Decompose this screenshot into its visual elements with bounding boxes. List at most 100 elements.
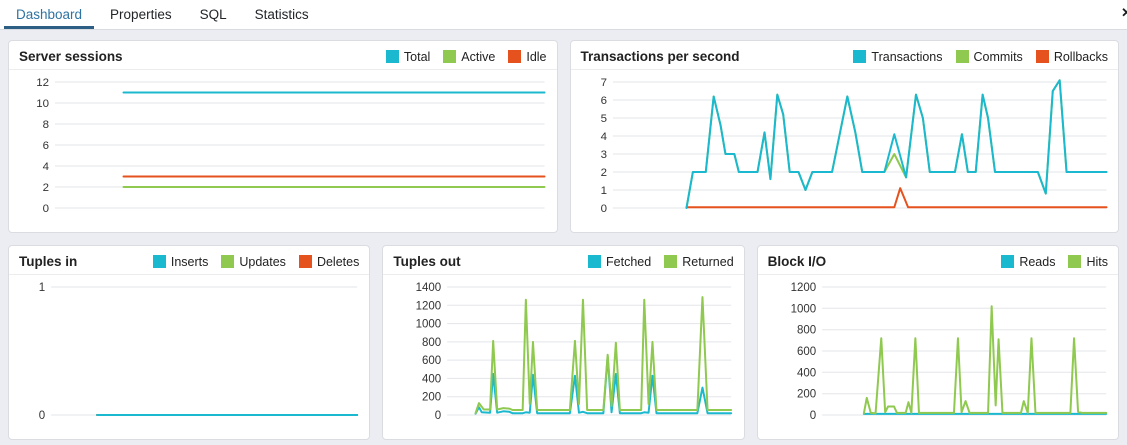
svg-text:1000: 1000 [416,319,442,331]
svg-text:800: 800 [797,325,816,337]
panel-tuples-out: Tuples out Fetched Returned 0 200 400 600 800… [382,245,745,440]
legend-label: Rollbacks [1053,49,1108,64]
svg-text:6: 6 [43,140,49,152]
svg-text:600: 600 [797,346,816,358]
legend-label: Reads [1019,254,1056,269]
panel-header: Block I/O Reads Hits [757,246,1118,275]
legend-swatch [221,255,235,268]
svg-text:12: 12 [36,77,49,89]
legend-swatch [1035,50,1049,63]
legend-item: Reads [1001,255,1055,269]
legend-swatch [588,255,602,268]
svg-text:0: 0 [435,410,441,422]
close-icon[interactable]: ✕ [1121,5,1127,20]
svg-text:1: 1 [39,282,45,294]
svg-text:4: 4 [600,131,607,143]
legend-item: Commits [955,49,1023,64]
legend-item: Fetched [588,255,651,269]
panel-server-sessions: Server sessions Total Active Idle 0 2 4 6 8 10 1… [8,40,558,233]
chart-legend: Transactions Commits Rollbacks [853,50,1108,64]
legend-label: Inserts [170,254,209,269]
svg-text:0: 0 [43,203,49,215]
svg-text:2: 2 [600,167,606,179]
legend-swatch [385,50,399,63]
charts-row-top: Server sessions Total Active Idle 0 2 4 6 8 10 1… [8,40,1119,233]
legend-swatch [152,255,166,268]
panel-title: Tuples out [393,254,461,269]
svg-text:400: 400 [797,367,816,379]
panel-header: Transactions per second Transactions Comm… [570,41,1118,70]
legend-item: Total [385,49,431,64]
tab-bar: Dashboard Properties SQL Statistics ✕ [0,0,1127,30]
legend-label: Hits [1086,254,1108,269]
legend-label: Deletes [316,254,360,269]
legend-label: Updates [239,254,286,269]
tab-dashboard[interactable]: Dashboard [2,0,96,29]
legend-item: Deletes [298,254,360,269]
legend-swatch [443,50,457,63]
tuples-out-chart: 0 200 400 600 800 1000 1200 1400 [416,282,733,422]
panel-header: Server sessions Total Active Idle [9,41,557,70]
svg-text:5: 5 [600,113,606,125]
svg-text:0: 0 [809,410,815,422]
legend-swatch [1068,255,1082,268]
block-io-chart: 0 200 400 600 800 1000 1200 [790,282,1107,422]
legend-label: Fetched [606,254,652,269]
tab-statistics[interactable]: Statistics [254,7,309,22]
svg-text:1: 1 [600,185,606,197]
panel-block-io: Block I/O Reads Hits 0 200 400 600 800 1000 120… [756,245,1119,440]
legend-label: Total [403,49,431,64]
legend-item: Idle [508,49,547,64]
svg-text:2: 2 [43,182,49,194]
legend-label: Transactions [871,49,943,64]
legend-swatch [955,50,969,63]
server-sessions-chart: 0 2 4 6 8 10 12 [36,77,546,215]
transactions-per-second-chart: 0 1 2 3 4 5 6 7 [600,77,1108,215]
svg-text:6: 6 [600,95,606,107]
panel-header: Tuples in Inserts Updates Deletes [9,246,370,275]
panel-header: Tuples out Fetched Returned [383,246,744,275]
svg-text:1200: 1200 [790,282,816,294]
legend-swatch [508,50,522,63]
legend-item: Updates [221,255,286,269]
chart-legend: Total Active Idle [385,49,547,64]
panel-transactions-per-second: Transactions per second Transactions Comm… [569,40,1119,233]
tab-properties[interactable]: Properties [110,7,172,22]
chart-legend: Inserts Updates Deletes [152,254,360,269]
legend-label: Idle [526,49,547,64]
legend-swatch [298,255,312,268]
dashboard-content: Server sessions Total Active Idle 0 2 4 6 8 10 1… [0,30,1127,445]
svg-text:800: 800 [422,337,441,349]
svg-text:8: 8 [43,119,49,131]
legend-item: Rollbacks [1035,49,1108,64]
svg-text:1200: 1200 [416,300,442,312]
svg-text:200: 200 [422,392,441,404]
svg-text:1000: 1000 [790,303,816,315]
svg-text:600: 600 [422,355,441,367]
panel-title: Block I/O [767,254,827,269]
svg-text:0: 0 [39,410,45,422]
legend-swatch [853,50,867,63]
svg-text:1400: 1400 [416,282,442,294]
legend-swatch [1001,255,1015,268]
legend-label: Active [461,49,496,64]
chart-legend: Fetched Returned [588,255,734,269]
svg-text:4: 4 [43,161,50,173]
svg-text:3: 3 [600,149,606,161]
svg-text:400: 400 [422,373,441,385]
svg-text:200: 200 [797,389,816,401]
svg-text:7: 7 [600,77,606,89]
panel-title: Tuples in [19,254,78,269]
legend-label: Returned [682,254,734,269]
panel-title: Transactions per second [580,49,740,64]
tab-sql[interactable]: SQL [199,7,227,22]
svg-text:10: 10 [36,98,49,110]
legend-item: Returned [664,254,734,269]
chart-legend: Reads Hits [1001,255,1108,269]
tuples-in-chart: 01 [39,282,359,422]
legend-label: Commits [973,49,1023,64]
legend-item: Active [443,50,495,64]
legend-swatch [664,255,678,268]
